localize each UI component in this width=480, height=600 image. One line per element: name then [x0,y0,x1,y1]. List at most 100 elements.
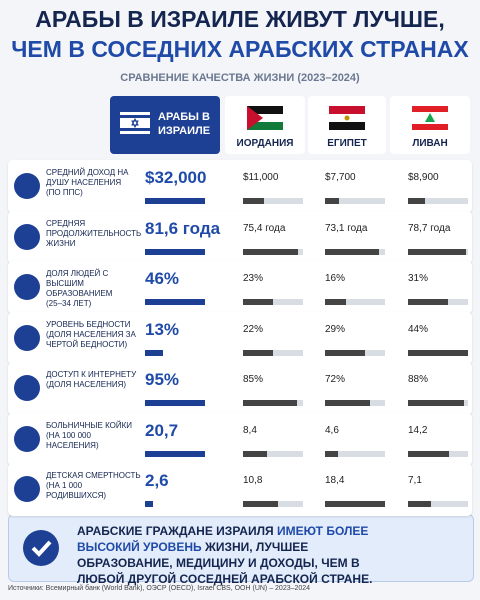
cell-value: $32,000 [145,168,207,187]
bar-track [325,198,385,204]
row-label-block: СРЕДНЯЯ ПРОДОЛЖИТЕЛЬНОСТЬ ЖИЗНИ [46,219,141,249]
flag [247,106,283,130]
check-icon [23,530,59,566]
cell-value: 31% [408,273,429,284]
cell-value: 23% [243,273,264,284]
row-icon [14,425,40,452]
bar [325,349,365,356]
column-name: ИОРДАНИЯ [236,138,294,149]
column-name: ЕГИПЕТ [327,138,367,149]
row-note: (НА 100 000 НАСЕЛЕНИЯ) [46,430,99,450]
bar [408,349,468,356]
row-label-block: ДОСТУП К ИНТЕРНЕТУ (ДОЛЯ НАСЕЛЕНИЯ) [46,370,141,390]
cell-value: 14,2 [408,424,428,436]
row-card: ДОСТУП К ИНТЕРНЕТУ (ДОЛЯ НАСЕЛЕНИЯ) 95% 85%… [8,362,472,415]
bar [408,299,449,305]
column-name: ЛИВАН [412,138,448,149]
row-note: (ДОЛЯ НАСЕЛЕНИЯ ЗА ЧЕРТОЙ БЕДНОСТИ) [46,329,136,349]
column-header: ИОРДАНИЯ [225,96,305,154]
subtitle: СРАВНЕНИЕ КАЧЕСТВА ЖИЗНИ (2023–2024) [120,72,360,84]
bar [243,450,268,457]
row-label: ДОЛЯ ЛЮДЕЙ С ВЫСШИМ ОБРАЗОВАНИЕМ [46,269,113,298]
cell-value: 95% [145,370,180,389]
row-card: ДЕТСКАЯ СМЕРТНОСТЬ (НА 1 000 РОДИВШИХСЯ) 2… [8,463,472,516]
bar [243,299,273,305]
row-icon [14,173,40,199]
sources: Источники: Всемирный банк (World Bank), … [8,585,311,592]
bar [145,349,163,356]
bar [325,400,371,406]
bar [408,501,432,507]
summary-highlight: ИМЕЮТ БОЛЕЕ ВЫСОКИЙ УРОВЕНЬ [77,524,369,554]
bar [243,198,264,204]
row-note: (НА 1 000 РОДИВШИХСЯ) [46,481,107,500]
summary-text: ЖИЗНИ, ЛУЧШЕЕ ОБРАЗОВАНИЕ, МЕДИЦИНУ И ДО… [77,540,373,586]
row-label-block: БОЛЬНИЧНЫЕ КОЙКИ (НА 100 000 НАСЕЛЕНИЯ) [46,421,141,451]
cell-value: 2,6 [145,471,169,490]
cell-value: $8,900 [408,172,439,183]
bar-track [243,450,303,457]
flag [329,106,365,130]
summary-text: АРАБСКИЕ ГРАЖДАНЕ ИЗРАИЛЯ ИМЕЮТ БОЛЕЕ ВЫ… [77,523,407,587]
bar-track [243,349,303,356]
cell-value: 10,8 [243,475,263,486]
bar-track [325,299,385,305]
bar [408,198,425,204]
row-card: СРЕДНЯЯ ПРОДОЛЖИТЕЛЬНОСТЬ ЖИЗНИ 81,6 года… [8,210,472,264]
row-label: УРОВЕНЬ БЕДНОСТИ [46,319,131,329]
title: АРАБЫ В ИЗРАИЛЕ ЖИВУТ ЛУЧШЕ, [35,6,445,32]
bar [243,501,279,507]
column-name: АРАБЫ В ИЗРАИЛЕ [158,111,211,137]
row-label-block: СРЕДНИЙ ДОХОД НА ДУШУ НАСЕЛЕНИЯ (ПО ППС) [46,168,141,198]
bar [145,400,205,406]
row-icon [14,324,40,351]
row-card: ДОЛЯ ЛЮДЕЙ С ВЫСШИМ ОБРАЗОВАНИЕМ (25–34 Л… [8,261,472,314]
bar [243,248,299,255]
cell-value: 44% [408,323,429,335]
cell-value: 85% [243,374,264,385]
cell-value: 73,1 года [325,222,368,234]
bar [145,501,154,507]
row-label-block: ДОЛЯ ЛЮДЕЙ С ВЫСШИМ ОБРАЗОВАНИЕМ (25–34 Л… [46,269,141,309]
row-note: (25–34 ЛЕТ) [46,299,92,308]
cell-value: 22% [243,323,264,335]
bar [145,198,205,204]
summary-box: АРАБСКИЕ ГРАЖДАНЕ ИЗРАИЛЯ ИМЕЮТ БОЛЕЕ ВЫ… [8,514,474,586]
bar [145,299,205,305]
bar-track [408,198,468,204]
bar [243,400,297,406]
column-header: ЕГИПЕТ [308,96,386,154]
bar [243,349,273,356]
bar [325,198,340,204]
row-icon [14,375,40,401]
row-card: БОЛЬНИЧНЫЕ КОЙКИ (НА 100 000 НАСЕЛЕНИЯ) 20… [8,412,472,466]
row-label: ДЕТСКАЯ СМЕРТНОСТЬ [46,471,141,480]
israel-header: АРАБЫ В ИЗРАИЛЕ [110,96,220,154]
cell-value: 7,1 [408,475,422,486]
title: ЧЕМ В СОСЕДНИХ АРАБСКИХ СТРАНАХ [11,36,469,62]
bar [325,248,379,255]
summary-text: АРАБСКИЕ ГРАЖДАНЕ ИЗРАИЛЯ [77,524,274,538]
row-label-block: УРОВЕНЬ БЕДНОСТИ (ДОЛЯ НАСЕЛЕНИЯ ЗА ЧЕРТО… [46,320,141,350]
cell-value: 8,4 [243,424,257,436]
bar [145,248,205,255]
flag [412,106,448,130]
row-icon [14,476,40,502]
bar-track [325,450,385,457]
cell-value: 29% [325,323,346,335]
row-card: УРОВЕНЬ БЕДНОСТИ (ДОЛЯ НАСЕЛЕНИЯ ЗА ЧЕРТО… [8,311,472,365]
cell-value: $7,700 [325,172,356,183]
row-label: СРЕДНЯЯ ПРОДОЛЖИТЕЛЬНОСТЬ ЖИЗНИ [46,218,142,248]
cell-value: 75,4 года [243,222,286,234]
cell-value: 72% [325,374,346,385]
bar-track [408,501,468,507]
cell-value: 18,4 [325,475,345,486]
row-label: СРЕДНИЙ ДОХОД НА ДУШУ НАСЕЛЕНИЯ [46,168,129,187]
row-note: (ДОЛЯ НАСЕЛЕНИЯ) [46,380,127,389]
row-card: СРЕДНИЙ ДОХОД НА ДУШУ НАСЕЛЕНИЯ (ПО ППС) $… [8,160,472,213]
flag [120,112,150,134]
row-label: БОЛЬНИЧНЫЕ КОЙКИ [46,420,133,430]
bar [408,248,466,255]
row-label-block: ДЕТСКАЯ СМЕРТНОСТЬ (НА 1 000 РОДИВШИХСЯ) [46,471,141,501]
